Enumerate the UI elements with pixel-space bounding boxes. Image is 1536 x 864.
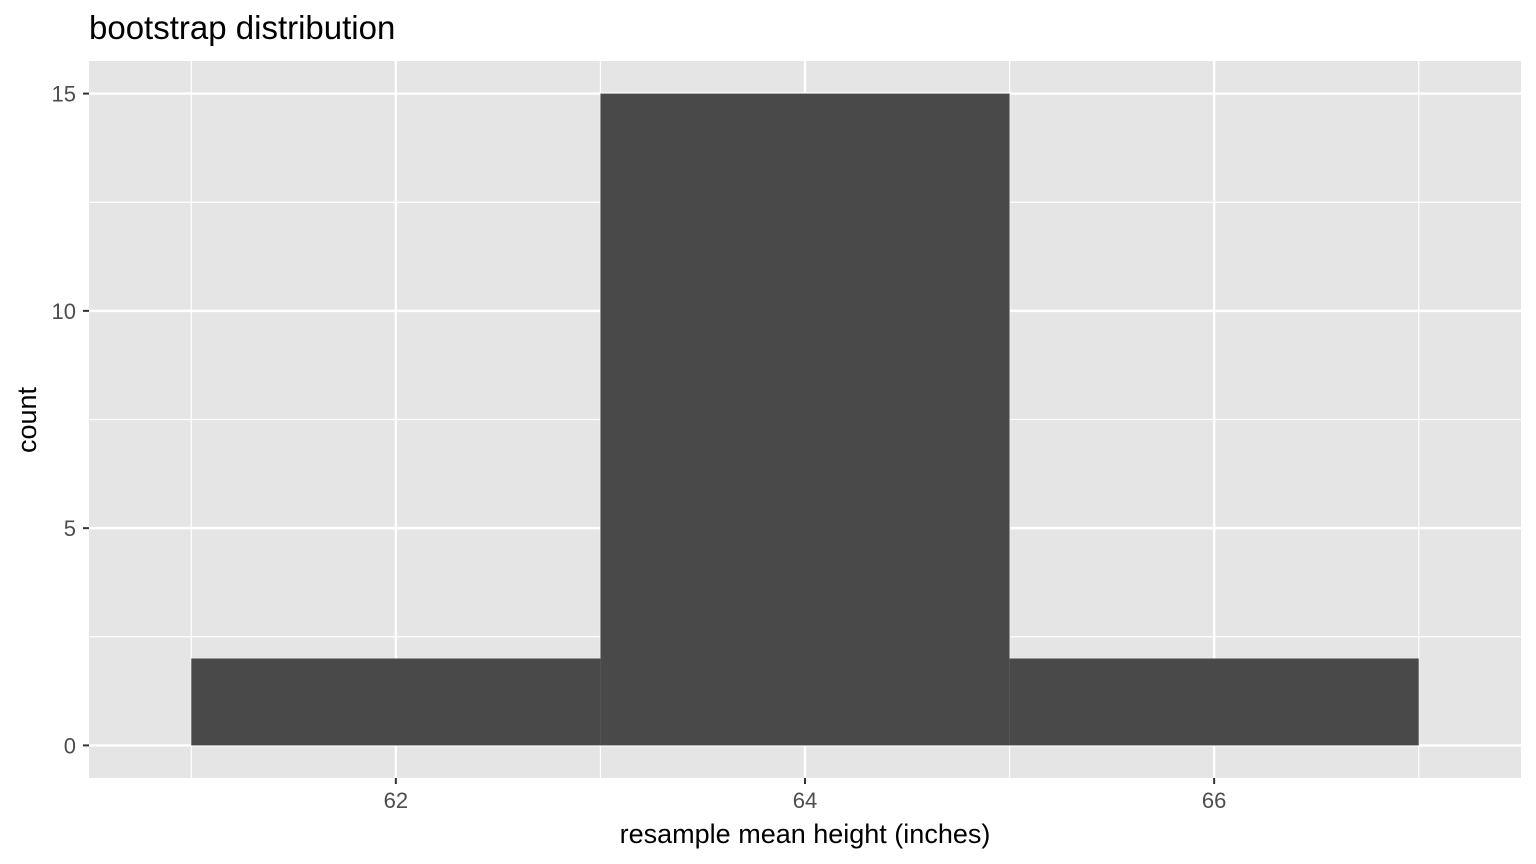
histogram-bar-2 [600,93,1010,746]
y-tick-label: 0 [64,733,76,758]
x-axis-label: resample mean height (inches) [620,819,991,849]
x-axis: 62 64 66 [384,778,1226,813]
y-tick-label: 10 [52,299,76,324]
x-tick-label: 66 [1202,788,1226,813]
y-tick-label: 15 [52,82,76,107]
y-tick-label: 5 [64,516,76,541]
y-axis: 0 5 10 15 [52,82,89,758]
y-axis-label: count [12,386,42,453]
histogram-bar-1 [191,658,601,746]
x-tick-label: 62 [384,788,408,813]
chart-title: bootstrap distribution [89,9,395,46]
x-tick-label: 64 [793,788,817,813]
histogram-bar-3 [1009,658,1419,746]
histogram-bars [191,93,1419,746]
